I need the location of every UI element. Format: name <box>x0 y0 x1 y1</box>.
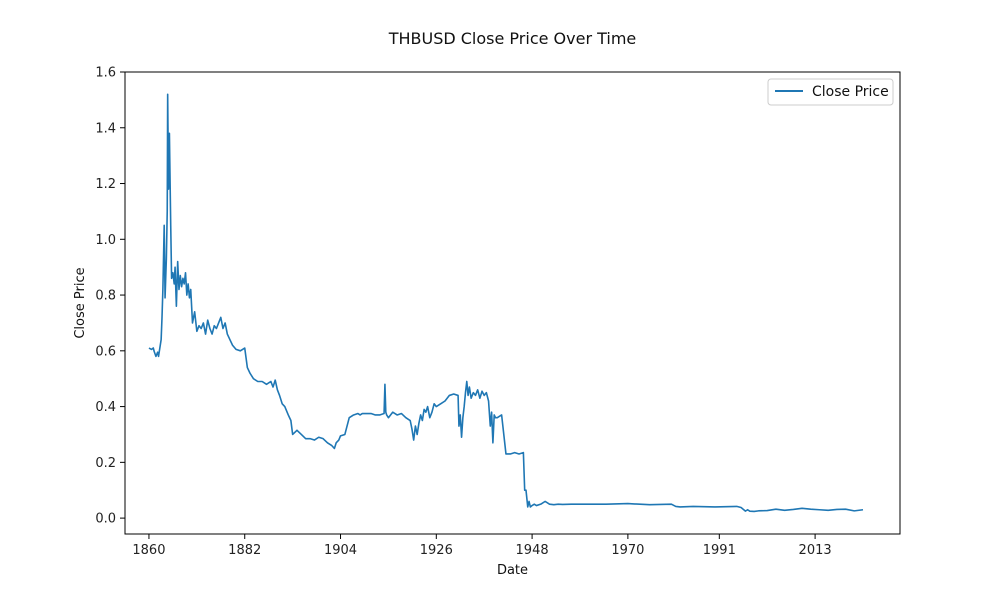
y-tick-label: 1.4 <box>95 121 116 136</box>
plot-area <box>124 71 901 535</box>
y-tick-label: 0.2 <box>95 456 116 471</box>
series-layer <box>148 93 864 513</box>
x-tick-label: 1991 <box>703 543 736 558</box>
legend-entry-close-price: Close Price <box>812 84 889 100</box>
series-line-close-price <box>148 93 864 513</box>
y-tick-label: 0.4 <box>95 400 116 415</box>
x-axis: 1860 1882 1904 1926 1948 1970 1991 2013 <box>132 534 832 558</box>
y-tick-label: 0.6 <box>95 344 116 359</box>
x-tick-label: 1882 <box>228 543 261 558</box>
x-tick-label: 2013 <box>799 543 832 558</box>
legend-box <box>767 78 894 106</box>
x-tick-label: 1948 <box>516 543 549 558</box>
y-tick-label: 1.2 <box>95 177 116 192</box>
x-tick-label: 1860 <box>132 543 165 558</box>
y-axis: 0.0 0.2 0.4 0.6 0.8 1.0 1.2 1.4 1.6 <box>95 66 125 527</box>
y-axis-label: Close Price <box>73 267 88 338</box>
x-tick-label: 1970 <box>611 543 644 558</box>
y-tick-label: 1.6 <box>95 66 116 81</box>
y-tick-label: 0.0 <box>95 512 116 527</box>
x-tick-label: 1904 <box>324 543 357 558</box>
y-tick-label: 1.0 <box>95 233 116 248</box>
plot-frame <box>124 71 901 535</box>
x-tick-label: 1926 <box>420 543 453 558</box>
x-axis-label: Date <box>497 563 528 578</box>
legend: Close Price <box>767 78 894 106</box>
y-tick-label: 0.8 <box>95 289 116 304</box>
chart-title: THBUSD Close Price Over Time <box>388 29 637 48</box>
